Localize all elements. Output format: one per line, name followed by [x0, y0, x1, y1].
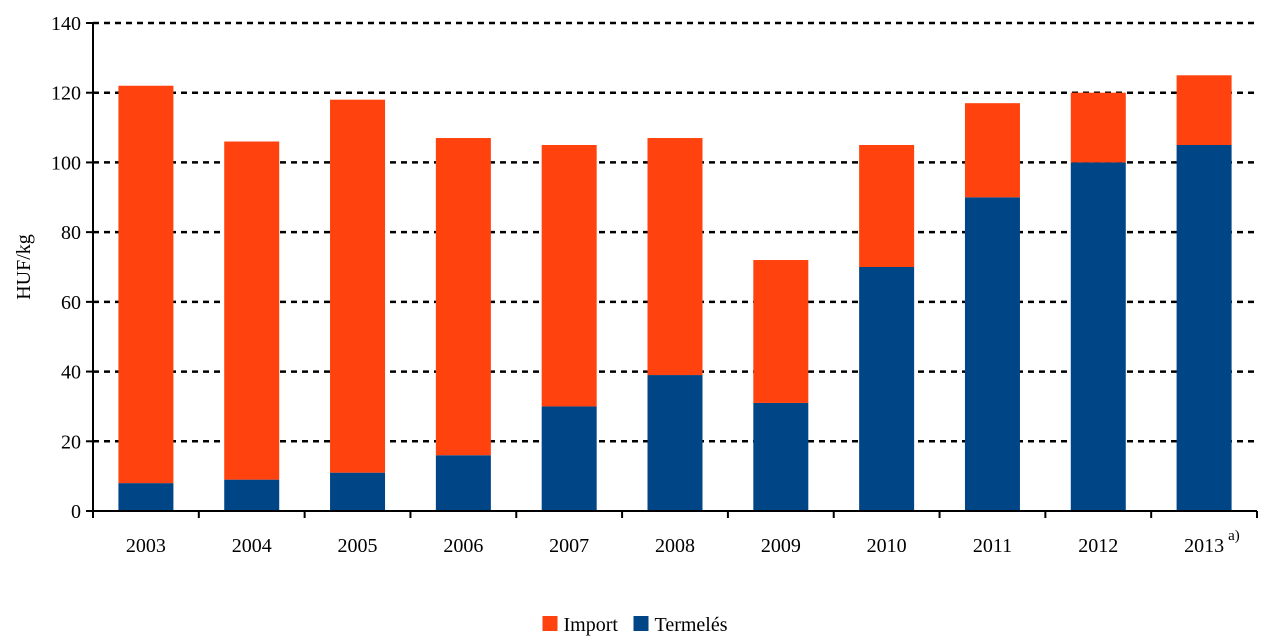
y-tick-label: 140: [51, 13, 81, 35]
bars: [118, 75, 1232, 512]
bar-termels-2005: [330, 472, 386, 511]
x-tick-label: 2010: [867, 535, 907, 557]
bar-import-2004: [224, 141, 280, 480]
x-tick-label: 2003: [126, 535, 166, 557]
bar-termels-2010: [859, 267, 915, 511]
y-tick-label: 100: [51, 152, 81, 174]
x-tick-label: 2009: [761, 535, 801, 557]
bar-import-2003: [118, 85, 174, 484]
legend-label-termels: Termelés: [655, 614, 728, 636]
legend-swatch-termels: [633, 616, 649, 631]
gridlines: [93, 21, 1257, 443]
x-tick-label: 2011: [973, 535, 1012, 557]
bar-termels-2004: [224, 479, 280, 511]
y-axis-ticks: 0 20 40 60 80 100 120 140: [51, 13, 93, 523]
x-tick-label: 2007: [549, 535, 589, 557]
y-tick-label: 0: [71, 501, 81, 523]
bar-import-2008: [647, 138, 703, 376]
x-tick-label: 2004: [232, 535, 272, 557]
y-tick-label: 60: [61, 292, 81, 314]
bar-termels-2013: [1176, 145, 1232, 511]
bar-termels-2007: [541, 406, 597, 511]
bar-import-2013: [1176, 75, 1232, 145]
bar-termels-2011: [964, 197, 1020, 512]
bar-import-2006: [435, 138, 491, 456]
y-tick-label: 40: [61, 362, 81, 384]
bar-import-2005: [330, 99, 386, 473]
y-axis-label: HUF/kg: [13, 234, 35, 300]
x-tick-label: 2012: [1078, 535, 1118, 557]
bar-termels-2006: [435, 455, 491, 511]
x-tick-footnote: a): [1228, 528, 1240, 544]
legend: Import Termelés: [542, 614, 728, 636]
y-tick-label: 120: [51, 83, 81, 105]
y-tick-label: 20: [61, 431, 81, 453]
x-tick-label: 2005: [338, 535, 378, 557]
axes: [92, 23, 1257, 512]
bar-import-2009: [753, 260, 809, 403]
bar-import-2011: [964, 103, 1020, 198]
bar-import-2010: [859, 145, 915, 267]
bar-import-2007: [541, 145, 597, 407]
legend-label-import: Import: [564, 614, 619, 636]
x-tick-label: 2008: [655, 535, 695, 557]
bar-termels-2003: [118, 483, 174, 511]
bar-termels-2009: [753, 402, 809, 511]
x-tick-label: 2013: [1184, 535, 1224, 557]
bar-import-2012: [1070, 92, 1126, 163]
y-tick-label: 80: [61, 222, 81, 244]
bar-termels-2008: [647, 375, 703, 511]
bar-termels-2012: [1070, 162, 1126, 511]
x-tick-label: 2006: [443, 535, 483, 557]
x-axis-ticks: 2003 2004 2005 2006 2007 2008 2009 2010 2011 2012…: [92, 511, 1258, 557]
legend-swatch-import: [542, 616, 558, 631]
